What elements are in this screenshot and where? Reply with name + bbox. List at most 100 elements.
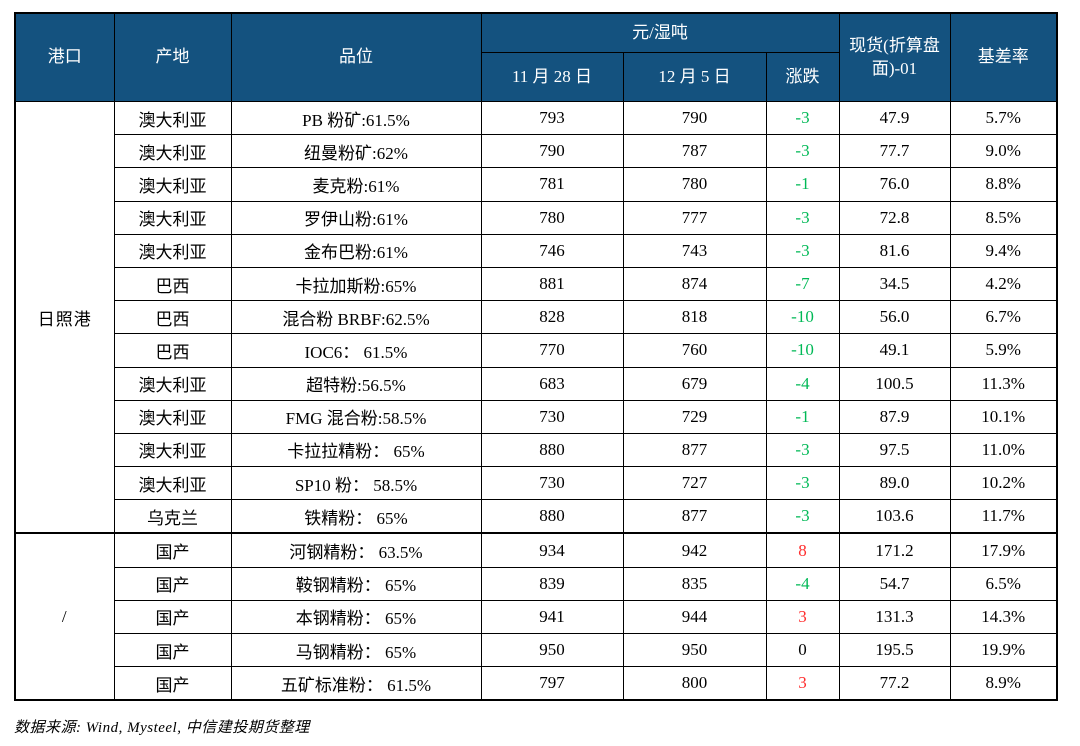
price-dec5-cell: 874: [622, 266, 767, 302]
basis-rate-cell: 11.3%: [949, 366, 1058, 401]
change-cell: -4: [765, 566, 840, 601]
header-row-top: 港口 产地 品位 元/湿吨 现货(折算盘面)-01 基差率: [14, 12, 1058, 102]
price-nov28-cell: 770: [480, 333, 624, 368]
basis-rate-cell: 9.4%: [949, 233, 1058, 268]
price-dec5-cell: 760: [622, 333, 767, 368]
header-basis-rate: 基差率: [949, 12, 1058, 102]
price-dec5-cell: 780: [622, 167, 767, 202]
change-cell: -3: [765, 200, 840, 235]
iron-ore-price-table: 港口 产地 品位 元/湿吨 现货(折算盘面)-01 基差率 11 月 28 日 …: [14, 12, 1058, 702]
table-row: 澳大利亚 FMG 混合粉:58.5% 730 729 -1 87.9 10.1%: [15, 399, 1058, 434]
price-dec5-cell: 800: [622, 666, 767, 701]
price-nov28-cell: 790: [480, 134, 624, 169]
grade-cell: IOC6： 61.5%: [230, 333, 482, 368]
price-nov28-cell: 941: [480, 599, 624, 635]
price-nov28-cell: 730: [480, 466, 624, 501]
table-row: 巴西 IOC6： 61.5% 770 760 -10 49.1 5.9%: [15, 333, 1058, 368]
price-dec5-cell: 727: [622, 466, 767, 501]
table-row: 澳大利亚 金布巴粉:61% 746 743 -3 81.6 9.4%: [15, 233, 1058, 268]
grade-cell: 卡拉拉精粉： 65%: [230, 432, 482, 468]
spot-basis-cell: 81.6: [838, 233, 951, 268]
change-cell: -3: [765, 466, 840, 501]
change-cell: -3: [765, 134, 840, 169]
grade-cell: 铁精粉： 65%: [230, 499, 482, 534]
header-unit-group: 元/湿吨: [480, 12, 840, 53]
change-cell: 8: [765, 532, 840, 568]
basis-rate-cell: 8.9%: [949, 666, 1058, 701]
basis-rate-cell: 8.5%: [949, 200, 1058, 235]
origin-cell: 澳大利亚: [113, 399, 232, 434]
spot-basis-cell: 97.5: [838, 432, 951, 468]
table-row: 澳大利亚 超特粉:56.5% 683 679 -4 100.5 11.3%: [15, 366, 1058, 401]
price-dec5-cell: 942: [622, 532, 767, 568]
price-nov28-cell: 780: [480, 200, 624, 235]
spot-basis-cell: 34.5: [838, 266, 951, 302]
grade-cell: 混合粉 BRBF:62.5%: [230, 300, 482, 335]
table-row: 巴西 混合粉 BRBF:62.5% 828 818 -10 56.0 6.7%: [15, 300, 1058, 335]
basis-rate-cell: 9.0%: [949, 134, 1058, 169]
spot-basis-cell: 49.1: [838, 333, 951, 368]
price-dec5-cell: 877: [622, 499, 767, 534]
change-cell: 0: [765, 632, 840, 668]
price-nov28-cell: 881: [480, 266, 624, 302]
change-cell: -1: [765, 167, 840, 202]
header-origin: 产地: [113, 12, 232, 102]
spot-basis-cell: 72.8: [838, 200, 951, 235]
table-row: 澳大利亚 卡拉拉精粉： 65% 880 877 -3 97.5 11.0%: [15, 432, 1058, 468]
spot-basis-cell: 131.3: [838, 599, 951, 635]
price-dec5-cell: 729: [622, 399, 767, 434]
grade-cell: 纽曼粉矿:62%: [230, 134, 482, 169]
table-row: 国产 本钢精粉： 65% 941 944 3 131.3 14.3%: [15, 599, 1058, 635]
price-dec5-cell: 818: [622, 300, 767, 335]
spot-basis-cell: 47.9: [838, 100, 951, 136]
origin-cell: 国产: [113, 599, 232, 635]
grade-cell: 五矿标准粉： 61.5%: [230, 666, 482, 701]
price-dec5-cell: 743: [622, 233, 767, 268]
change-cell: -3: [765, 233, 840, 268]
basis-rate-cell: 19.9%: [949, 632, 1058, 668]
basis-rate-cell: 6.5%: [949, 566, 1058, 601]
origin-cell: 乌克兰: [113, 499, 232, 534]
basis-rate-cell: 17.9%: [949, 532, 1058, 568]
table-row: 澳大利亚 SP10 粉： 58.5% 730 727 -3 89.0 10.2%: [15, 466, 1058, 501]
header-date-nov28: 11 月 28 日: [480, 52, 624, 102]
price-dec5-cell: 777: [622, 200, 767, 235]
table-row: 澳大利亚 纽曼粉矿:62% 790 787 -3 77.7 9.0%: [15, 134, 1058, 169]
price-dec5-cell: 944: [622, 599, 767, 635]
header-spot-basis: 现货(折算盘面)-01: [838, 12, 951, 102]
data-source-note: 数据来源: Wind, Mysteel, 中信建投期货整理: [14, 720, 310, 736]
price-dec5-cell: 790: [622, 100, 767, 136]
grade-cell: 本钢精粉： 65%: [230, 599, 482, 635]
price-dec5-cell: 950: [622, 632, 767, 668]
change-cell: -3: [765, 432, 840, 468]
price-nov28-cell: 934: [480, 532, 624, 568]
grade-cell: SP10 粉： 58.5%: [230, 466, 482, 501]
change-cell: -10: [765, 333, 840, 368]
origin-cell: 国产: [113, 666, 232, 701]
origin-cell: 巴西: [113, 266, 232, 302]
origin-cell: 澳大利亚: [113, 167, 232, 202]
price-nov28-cell: 950: [480, 632, 624, 668]
change-cell: 3: [765, 666, 840, 701]
price-nov28-cell: 793: [480, 100, 624, 136]
basis-rate-cell: 5.9%: [949, 333, 1058, 368]
grade-cell: 马钢精粉： 65%: [230, 632, 482, 668]
spot-basis-cell: 171.2: [838, 532, 951, 568]
price-dec5-cell: 787: [622, 134, 767, 169]
table-row: 乌克兰 铁精粉： 65% 880 877 -3 103.6 11.7%: [15, 499, 1058, 534]
table-row: 日照港 澳大利亚 PB 粉矿:61.5% 793 790 -3 47.9 5.7%: [14, 100, 1058, 534]
change-cell: -4: [765, 366, 840, 401]
origin-cell: 澳大利亚: [113, 134, 232, 169]
spot-basis-cell: 56.0: [838, 300, 951, 335]
basis-rate-cell: 11.0%: [949, 432, 1058, 468]
grade-cell: 卡拉加斯粉:65%: [230, 266, 482, 302]
price-nov28-cell: 781: [480, 167, 624, 202]
basis-rate-cell: 6.7%: [949, 300, 1058, 335]
change-cell: -7: [765, 266, 840, 302]
change-cell: -3: [765, 100, 840, 136]
grade-cell: 罗伊山粉:61%: [230, 200, 482, 235]
origin-cell: 澳大利亚: [113, 366, 232, 401]
basis-rate-cell: 8.8%: [949, 167, 1058, 202]
origin-cell: 澳大利亚: [113, 100, 232, 136]
spot-basis-cell: 77.2: [838, 666, 951, 701]
